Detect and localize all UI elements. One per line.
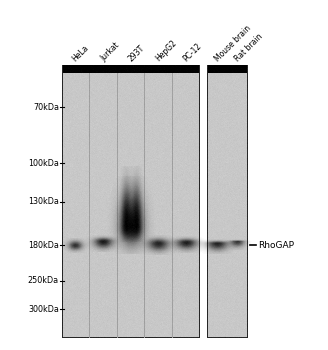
Text: Jurkat: Jurkat (99, 41, 121, 63)
Text: 300kDa: 300kDa (28, 305, 59, 314)
Text: 70kDa: 70kDa (33, 103, 59, 112)
Text: Mouse brain: Mouse brain (213, 23, 252, 63)
Text: HepG2: HepG2 (154, 38, 178, 63)
Text: 250kDa: 250kDa (28, 276, 59, 285)
Text: 130kDa: 130kDa (28, 197, 59, 206)
Text: RhoGAP: RhoGAP (258, 241, 294, 250)
Text: 180kDa: 180kDa (28, 241, 59, 250)
Text: 100kDa: 100kDa (28, 159, 59, 168)
Text: Rat brain: Rat brain (233, 32, 264, 63)
Text: PC-12: PC-12 (182, 41, 204, 63)
Text: 293T: 293T (127, 43, 147, 63)
Text: HeLa: HeLa (71, 43, 91, 63)
